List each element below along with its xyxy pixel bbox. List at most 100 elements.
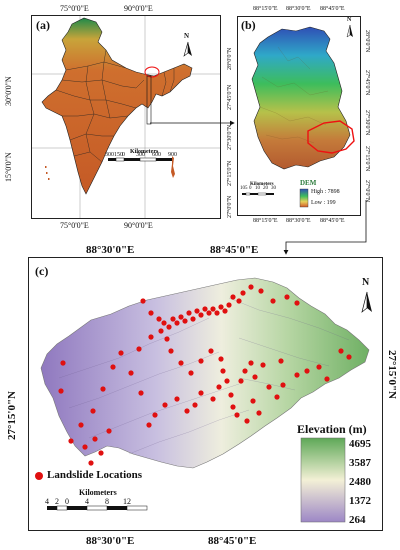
landslide-point <box>206 310 212 316</box>
landslide-point <box>226 302 232 308</box>
landslide-point <box>190 316 196 322</box>
landslide-point <box>118 350 124 356</box>
landslide-point <box>140 298 146 304</box>
north-arrow-a <box>183 41 192 57</box>
scale-tick-b-0: 10 <box>240 186 245 191</box>
tick-a-left-0: 30°0'0"N <box>4 76 13 106</box>
landslide-point <box>280 382 286 388</box>
landslide-point <box>146 422 152 428</box>
tick-b-left-2: 27°30'0"N <box>227 124 233 150</box>
hillshade-ridges <box>58 297 350 455</box>
scale-tick-b-1: 5 <box>245 186 248 191</box>
tick-b-right-0: 28°0'0"N <box>364 30 370 53</box>
north-letter-a: N <box>184 32 190 40</box>
landslide-point <box>210 396 216 402</box>
panel-c-label: (c) <box>35 264 49 278</box>
panel-a-india-map: (a) N Kilometers 300 150 0 300 600 900 <box>31 15 221 219</box>
landslide-point <box>158 328 164 334</box>
landslide-point <box>230 294 236 300</box>
scale-tick-b-4: 20 <box>263 186 268 191</box>
tick-c-right: 27°15'0"N <box>386 350 398 400</box>
landslide-point <box>256 410 262 416</box>
scale-title-b: Kilometers <box>250 182 274 187</box>
tick-b-right-4: 27°0'0"N <box>364 180 370 203</box>
tick-b-right-2: 27°30'0"N <box>364 110 370 136</box>
tick-b-left-0: 28°0'0"N <box>227 47 233 70</box>
elevation-legend-value-0: 4695 <box>349 438 371 450</box>
landslide-point <box>198 312 204 318</box>
landslide-point <box>138 390 144 396</box>
landslide-point <box>88 460 94 466</box>
landslide-point <box>170 316 176 322</box>
landslide-point <box>258 288 264 294</box>
panel-b-label: (b) <box>241 18 256 32</box>
landslide-point <box>248 284 254 290</box>
landslide-point <box>252 374 258 380</box>
landslide-point <box>236 298 242 304</box>
panel-a-label: (a) <box>36 18 50 32</box>
dem-legend-high: High : 7898 <box>311 189 340 195</box>
landslide-point <box>188 370 194 376</box>
landslide-point <box>202 306 208 312</box>
landslide-point <box>174 320 180 326</box>
landslide-point <box>156 316 162 322</box>
study-area-canvas <box>35 277 372 523</box>
tick-b-bottom-0: 88°15'0"E <box>253 218 278 224</box>
elevation-legend-value-2: 2480 <box>349 476 371 488</box>
scale-tick-c-0: 4 <box>45 497 49 506</box>
landslide-point <box>228 392 234 398</box>
elevation-legend-title: Elevation (m) <box>297 422 367 436</box>
sikkim-extent-box <box>146 75 152 125</box>
scale-tick-b-2: 0 <box>249 186 252 191</box>
tick-b-right-3: 27°15'0"N <box>364 146 370 172</box>
landslide-point <box>164 336 170 342</box>
landslide-point <box>270 298 276 304</box>
tick-a-top-1: 90°0'0"E <box>124 4 153 13</box>
scale-tick-b-5: 30 <box>271 186 276 191</box>
scale-tick-a-5: 900 <box>168 152 177 158</box>
landslide-legend-symbol <box>35 472 43 480</box>
landslide-point <box>136 346 142 352</box>
tick-c-top-0: 88°30'0"E <box>86 244 135 256</box>
scale-title-a: Kilometers <box>130 149 159 155</box>
scale-tick-a-0: 300 <box>105 152 114 158</box>
tick-b-bottom-1: 88°30'0"E <box>286 218 311 224</box>
landslide-point <box>60 360 66 366</box>
tick-a-bottom-1: 90°0'0"E <box>124 221 153 230</box>
scale-tick-c-1: 2 <box>55 497 59 506</box>
landslide-points <box>58 284 352 466</box>
landslide-point <box>240 290 246 296</box>
scale-tick-b-3: 10 <box>255 186 260 191</box>
scale-tick-a-2: 0 <box>122 152 125 158</box>
landslide-point <box>148 334 154 340</box>
tick-b-top-1: 88°30'0"E <box>286 6 311 12</box>
landslide-point <box>244 418 250 424</box>
landslide-point <box>210 306 216 312</box>
landslide-point <box>198 358 204 364</box>
landslide-point <box>218 356 224 362</box>
island-groups <box>45 156 175 180</box>
tick-b-left-3: 27°15'0"N <box>227 160 233 186</box>
tick-b-top-0: 88°15'0"E <box>253 6 278 12</box>
scale-tick-c-4: 8 <box>105 497 109 506</box>
landslide-point <box>338 348 344 354</box>
scale-tick-a-4: 600 <box>152 152 161 158</box>
landslide-point <box>178 360 184 366</box>
scale-tick-c-5: 12 <box>123 497 131 506</box>
dem-legend-low: Low : 199 <box>311 200 336 206</box>
panel-c-study-area-map: (c) N Elevation (m) 4695 3587 2480 1372 … <box>28 257 383 531</box>
state-boundaries <box>55 49 175 163</box>
landslide-point <box>182 318 188 324</box>
scale-tick-c-2: 0 <box>65 497 69 506</box>
landslide-point <box>284 294 290 300</box>
landslide-point <box>304 368 310 374</box>
north-letter-c: N <box>362 277 370 288</box>
landslide-point <box>260 362 266 368</box>
tick-b-bottom-2: 88°45'0"E <box>320 218 345 224</box>
landslide-point <box>106 428 112 434</box>
landslide-legend-label: Landslide Locations <box>47 469 143 481</box>
landslide-point <box>174 396 180 402</box>
scale-bar-a <box>108 157 172 162</box>
elevation-legend-ramp <box>300 437 346 523</box>
tick-a-top-0: 75°0'0"E <box>60 4 89 13</box>
